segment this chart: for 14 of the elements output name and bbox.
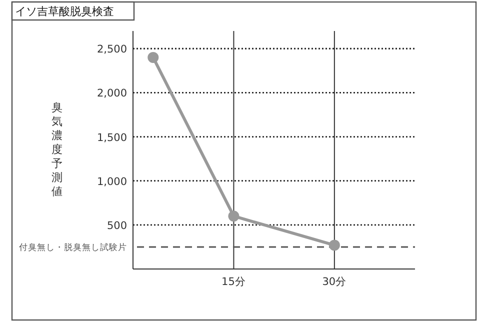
- point: [148, 52, 159, 63]
- y-tick-label: 2,000: [96, 88, 127, 100]
- y-axis-title: 臭気濃度予測値: [52, 101, 62, 198]
- y-tick-label: 1,000: [96, 176, 127, 188]
- y-tick-label: 2,500: [96, 44, 127, 56]
- point: [228, 210, 240, 222]
- chart-title: イソ吉草酸脱臭検査: [15, 5, 114, 18]
- point: [328, 240, 340, 251]
- y-tick-label: 1,500: [96, 132, 127, 144]
- title: イソ吉草酸脱臭検査: [11, 1, 135, 21]
- ref-line-label: 付臭無し・脱臭無し試験片: [19, 242, 127, 253]
- y-tick-label: 500: [106, 220, 127, 232]
- x-tick-label: 15分: [222, 276, 246, 288]
- x-tick-label: 30分: [322, 276, 347, 288]
